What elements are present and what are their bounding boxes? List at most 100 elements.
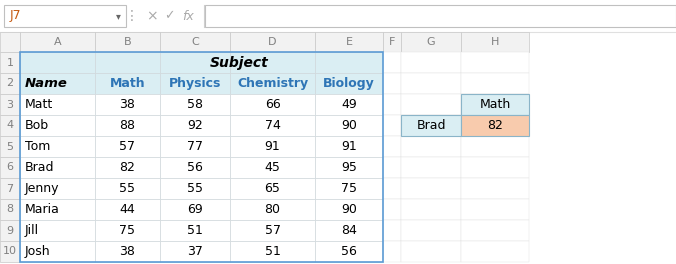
Text: 44: 44 <box>120 203 135 216</box>
Text: 2: 2 <box>7 78 14 88</box>
Text: Chemistry: Chemistry <box>237 77 308 90</box>
Bar <box>95 199 160 220</box>
Bar <box>230 178 315 199</box>
Bar <box>20 220 95 241</box>
Text: 92: 92 <box>187 119 203 132</box>
Text: 75: 75 <box>341 182 357 195</box>
Bar <box>205 5 676 27</box>
Bar <box>383 178 401 199</box>
Bar <box>461 115 529 136</box>
Bar <box>0 32 20 52</box>
Bar <box>20 32 95 52</box>
Text: Jenny: Jenny <box>25 182 59 195</box>
Text: 95: 95 <box>341 161 357 174</box>
Bar <box>160 32 230 52</box>
Bar <box>95 178 160 199</box>
Text: J7: J7 <box>10 10 22 22</box>
Text: Brad: Brad <box>25 161 55 174</box>
Text: 90: 90 <box>341 119 357 132</box>
Bar <box>315 73 383 94</box>
Bar <box>20 241 95 262</box>
Bar <box>401 136 461 157</box>
Text: 69: 69 <box>187 203 203 216</box>
Text: 57: 57 <box>264 224 281 237</box>
Bar <box>315 52 383 73</box>
Bar <box>461 94 529 115</box>
Text: ✓: ✓ <box>164 10 174 22</box>
Text: 77: 77 <box>187 140 203 153</box>
Bar <box>461 115 529 136</box>
Bar <box>20 199 95 220</box>
Bar <box>0 0 676 32</box>
Bar <box>160 199 230 220</box>
Bar <box>401 52 461 73</box>
Text: 56: 56 <box>187 161 203 174</box>
Text: Math: Math <box>479 98 510 111</box>
Bar <box>383 157 401 178</box>
Bar <box>461 157 529 178</box>
Bar <box>95 94 160 115</box>
Bar <box>20 136 95 157</box>
Text: H: H <box>491 37 499 47</box>
Bar <box>230 220 315 241</box>
Bar <box>401 241 461 262</box>
Bar <box>95 241 160 262</box>
Bar <box>0 52 20 73</box>
Bar <box>401 157 461 178</box>
Text: Jill: Jill <box>25 224 39 237</box>
Bar <box>20 115 95 136</box>
Text: Maria: Maria <box>25 203 60 216</box>
Text: Name: Name <box>25 77 68 90</box>
Bar <box>461 136 529 157</box>
Bar <box>20 157 95 178</box>
Bar <box>0 94 20 115</box>
Bar <box>95 115 160 136</box>
Bar <box>383 220 401 241</box>
Bar <box>461 241 529 262</box>
Text: 80: 80 <box>264 203 281 216</box>
Bar <box>230 52 315 73</box>
Bar <box>401 199 461 220</box>
Text: 37: 37 <box>187 245 203 258</box>
Bar <box>461 52 529 73</box>
Bar <box>401 94 461 115</box>
Bar <box>230 94 315 115</box>
Bar <box>0 136 20 157</box>
Bar <box>160 157 230 178</box>
Bar <box>461 32 529 52</box>
Bar <box>160 136 230 157</box>
Bar <box>230 32 315 52</box>
Text: A: A <box>53 37 62 47</box>
Bar <box>160 178 230 199</box>
Text: F: F <box>389 37 395 47</box>
Text: ▾: ▾ <box>116 11 120 21</box>
Bar <box>315 178 383 199</box>
Bar <box>461 73 529 94</box>
Text: Tom: Tom <box>25 140 51 153</box>
Text: ×: × <box>146 9 158 23</box>
Text: 74: 74 <box>264 119 281 132</box>
Text: 38: 38 <box>120 245 135 258</box>
Bar <box>20 52 95 73</box>
Bar <box>95 32 160 52</box>
Bar <box>401 220 461 241</box>
Text: E: E <box>345 37 352 47</box>
Bar <box>315 199 383 220</box>
Text: 3: 3 <box>7 100 14 110</box>
Bar <box>160 94 230 115</box>
Bar <box>383 136 401 157</box>
Text: 88: 88 <box>120 119 135 132</box>
Text: 49: 49 <box>341 98 357 111</box>
Text: Matt: Matt <box>25 98 53 111</box>
Bar <box>20 73 95 94</box>
Text: 91: 91 <box>341 140 357 153</box>
Text: Subject: Subject <box>210 55 268 69</box>
Bar <box>315 157 383 178</box>
Bar <box>401 115 461 136</box>
Bar <box>0 157 20 178</box>
Bar <box>95 220 160 241</box>
Bar <box>0 73 20 94</box>
Bar <box>20 52 383 262</box>
Text: 1: 1 <box>7 58 14 68</box>
Bar <box>160 241 230 262</box>
